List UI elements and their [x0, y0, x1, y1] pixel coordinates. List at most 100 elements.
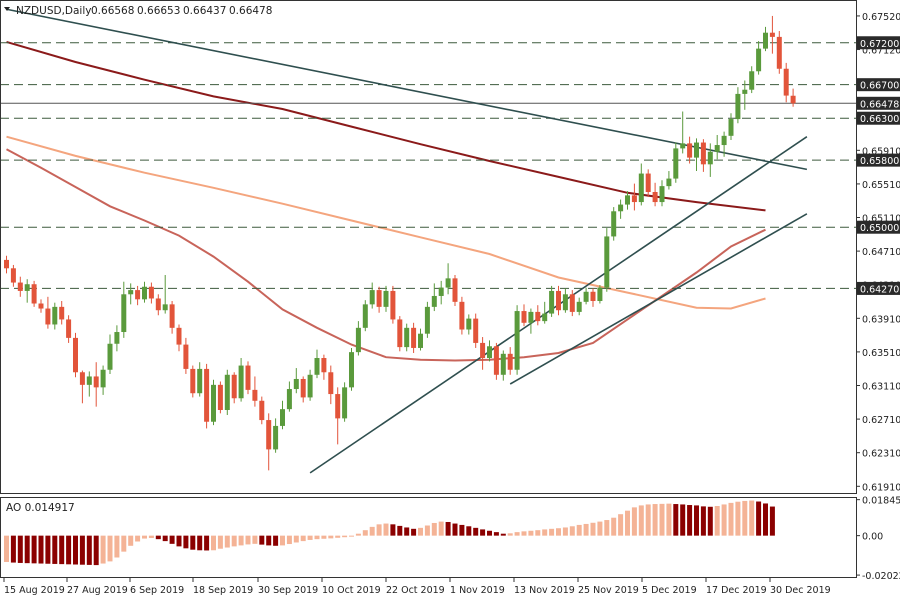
ao-bar [611, 517, 617, 536]
candle-body [142, 286, 147, 300]
candle-body [31, 284, 37, 304]
level-tag [857, 111, 900, 125]
candle [376, 286, 382, 313]
ao-bar [638, 505, 644, 536]
candle [273, 418, 279, 453]
y-tick-label: 0.65910 [862, 146, 900, 157]
candle-body [480, 342, 486, 359]
candle-body [162, 304, 168, 311]
candle-body [473, 318, 479, 343]
ao-bar [321, 535, 327, 539]
ao-bar [438, 521, 444, 536]
candle-body [404, 327, 410, 348]
level-tag-label: 0.67200 [860, 39, 899, 50]
trendline[interactable] [509, 213, 808, 385]
candle-body [707, 151, 713, 165]
candle [742, 80, 748, 110]
ao-bar [680, 504, 686, 536]
x-tick-label: 27 Aug 2019 [67, 585, 128, 596]
candle [169, 300, 175, 334]
candle-body [342, 387, 348, 419]
candle [459, 296, 465, 335]
ao-bar [107, 535, 113, 562]
y-tick-label: 0.63910 [862, 314, 900, 325]
ao-bar [362, 530, 368, 536]
ao-bar [93, 535, 99, 566]
candle [500, 350, 506, 381]
candle [680, 111, 686, 154]
candle-body [556, 290, 561, 311]
candle-body [721, 135, 727, 146]
candle-body [487, 346, 492, 359]
candle-body [10, 268, 16, 283]
candle-body [114, 332, 120, 344]
candle [507, 347, 513, 375]
ao-bar [742, 500, 748, 536]
candle [707, 143, 713, 177]
candle [38, 299, 44, 313]
ao-bar [466, 526, 472, 536]
symbol-dropdown-icon[interactable] [4, 7, 10, 11]
candle [659, 180, 665, 207]
candle-body [217, 384, 223, 410]
candle-body [714, 145, 720, 152]
candle [411, 322, 417, 353]
ao-bar [569, 526, 575, 536]
ao-bar [473, 527, 479, 536]
candle [107, 334, 113, 374]
ao-bar [480, 529, 486, 536]
ao-bar [197, 535, 203, 551]
candle [604, 228, 610, 292]
candle-body [452, 278, 458, 302]
candle-body [790, 95, 796, 104]
ao-bar [590, 522, 596, 536]
candle [245, 361, 251, 395]
candle-body [638, 173, 644, 203]
candle [190, 365, 196, 398]
candle [694, 138, 699, 172]
candle [280, 400, 285, 430]
ao-bar [728, 502, 734, 536]
candle [673, 142, 679, 183]
candle [776, 31, 782, 74]
candle-body [335, 394, 341, 419]
ao-bar [217, 535, 223, 549]
candle [369, 282, 375, 309]
candle-body [397, 319, 403, 348]
candle [300, 376, 306, 403]
ao-tick-label: 0.00 [862, 532, 883, 543]
ao-title: AO 0.014917 [6, 502, 75, 514]
candle-body [604, 236, 610, 288]
candle-body [259, 400, 265, 421]
candle [390, 285, 396, 324]
candle [535, 305, 541, 326]
candle-body [673, 148, 679, 179]
trendline[interactable] [6, 8, 808, 171]
candle [397, 316, 403, 352]
candle-body [183, 344, 189, 369]
ao-bar [521, 531, 527, 536]
candle [31, 280, 37, 307]
y-tick-label: 0.62310 [862, 449, 900, 460]
candle-body [735, 93, 741, 120]
ao-bar [66, 535, 72, 565]
ao-bar [211, 535, 216, 551]
candle-body [293, 378, 299, 390]
candle [756, 41, 762, 75]
x-tick-label: 6 Sep 2019 [130, 585, 184, 596]
x-tick-label: 5 Dec 2019 [642, 585, 697, 596]
ao-bar [38, 535, 44, 564]
candle-body [135, 290, 141, 300]
candle [183, 337, 189, 374]
ao-bar [79, 535, 85, 565]
candle-body [562, 294, 568, 311]
candle-body [300, 378, 306, 398]
ao-bar [535, 530, 541, 536]
candle-body [376, 290, 382, 307]
ao-bar [376, 524, 382, 536]
y-tick-label: 0.65110 [862, 214, 900, 225]
candle [576, 297, 582, 316]
candle-body [507, 353, 513, 370]
